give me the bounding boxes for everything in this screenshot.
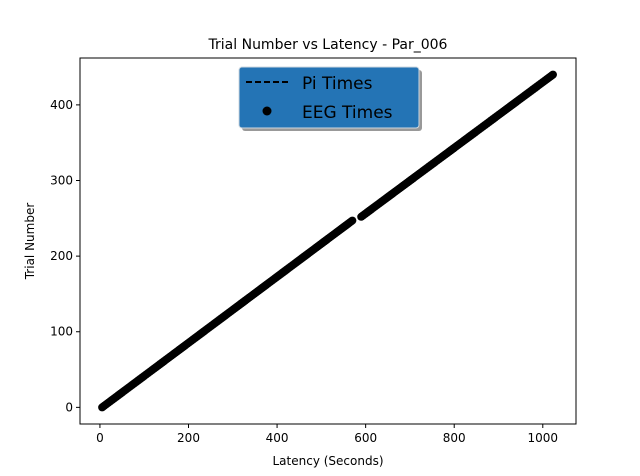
x-tick-label: 200 [177, 431, 200, 445]
x-tick-label: 600 [354, 431, 377, 445]
plot-area [98, 70, 557, 412]
x-axis-label: Latency (Seconds) [272, 454, 383, 468]
x-tick-label: 800 [443, 431, 466, 445]
legend-pi-times-label: Pi Times [302, 74, 373, 94]
legend-eeg-times-marker [262, 106, 272, 116]
chart-title: Trial Number vs Latency - Par_006 [208, 37, 448, 53]
y-axis-label: Trial Number [23, 203, 37, 281]
y-tick-label: 200 [50, 249, 73, 263]
eeg-times-point [548, 70, 557, 79]
legend-eeg-times-label: EEG Times [302, 103, 393, 123]
x-axis: 0 200 400 600 800 1000 [96, 424, 558, 445]
x-tick-label: 0 [96, 431, 104, 445]
y-tick-label: 100 [50, 325, 73, 339]
x-tick-label: 400 [266, 431, 289, 445]
y-axis: 0 100 200 300 400 [50, 98, 80, 414]
y-tick-label: 300 [50, 174, 73, 188]
x-tick-label: 1000 [528, 431, 559, 445]
plot-frame [79, 57, 577, 425]
y-tick-label: 400 [50, 98, 73, 112]
y-tick-label: 0 [65, 400, 73, 414]
legend: Pi Times EEG Times [238, 66, 422, 131]
eeg-times-point [348, 216, 357, 225]
